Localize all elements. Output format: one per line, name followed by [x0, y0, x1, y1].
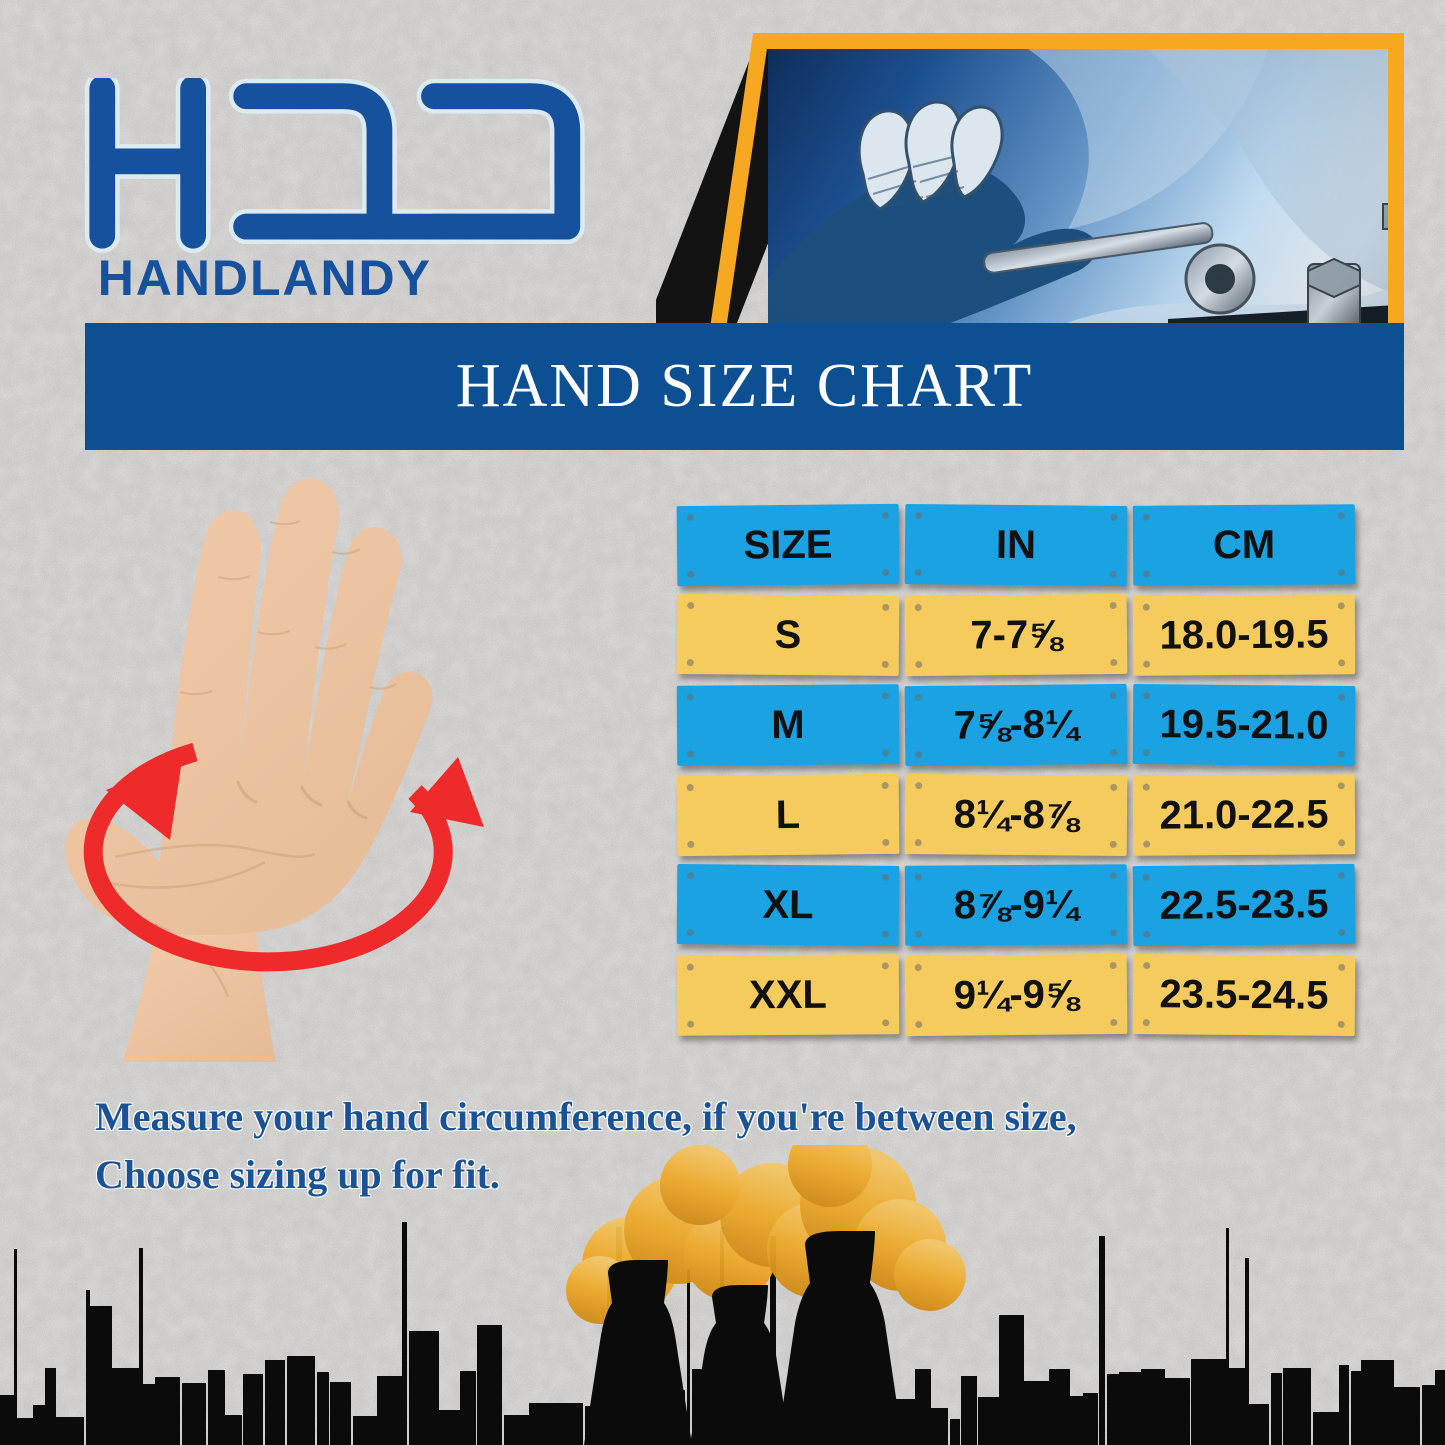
svg-text:HANDLANDY: HANDLANDY [98, 250, 432, 306]
